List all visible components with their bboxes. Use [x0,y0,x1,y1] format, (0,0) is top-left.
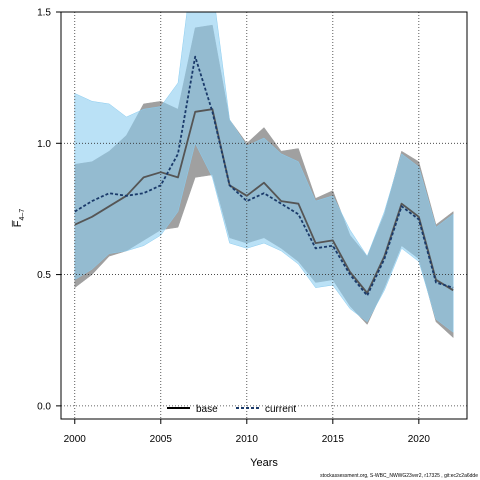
y-tick-label-0.0: 0.0 [37,401,51,412]
y-axis-title: F̅4–7 [12,209,26,228]
x-tick-label-2000: 2000 [64,434,87,445]
series-line-current [74,55,454,297]
confidence-bands [74,12,454,339]
y-tick-label-0.5: 0.5 [37,270,51,281]
x-axis-title: Years [250,457,278,469]
y-axis: 0.0 0.5 1.0 1.5 [37,8,61,412]
x-tick-label-2010: 2010 [236,434,259,445]
series-lines [74,55,454,297]
y-axis-title-subscript: 4–7 [19,209,26,221]
x-tick-label-2020: 2020 [408,434,431,445]
y-axis-title-main: F̅ [12,220,24,228]
x-tick-label-2015: 2015 [322,434,345,445]
legend-label-current: current [265,404,296,415]
plot-frame [60,11,468,420]
x-tick-label-2005: 2005 [150,434,173,445]
y-tick-label-1.0: 1.0 [37,139,51,150]
legend-label-base: base [196,404,218,415]
footer-credit: stockassessment.org, S-WBC_NWWG23ver2, r… [320,473,478,479]
svg-text:F̅4–7: F̅4–7 [12,209,26,228]
gridlines [61,11,467,419]
confidence-band-current [74,12,454,333]
legend: base current [167,404,296,415]
y-tick-label-1.5: 1.5 [37,8,51,19]
x-axis: 2000 2005 2010 2015 2020 [64,419,431,445]
